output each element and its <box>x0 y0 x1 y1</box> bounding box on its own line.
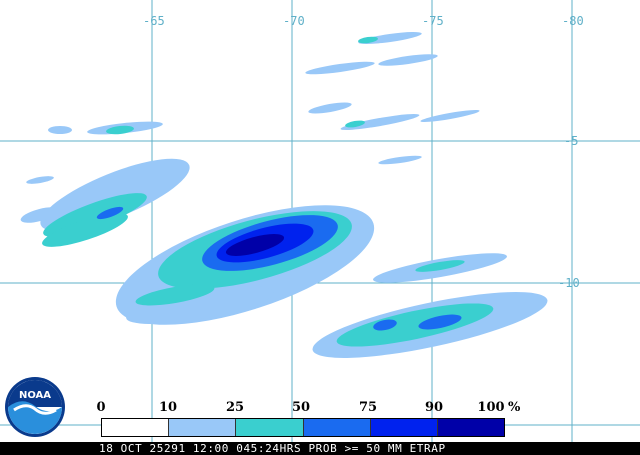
lon-label-70: -70 <box>283 14 305 28</box>
legend: 0 10 25 50 75 90 100 % <box>96 398 520 438</box>
footer-text: 18 OCT 25291 12:00 045:24HRS PROB >= 50 … <box>99 442 446 455</box>
legend-swatch-5 <box>437 419 505 436</box>
legend-swatch-4 <box>370 419 438 436</box>
contour-10 <box>378 155 422 165</box>
contour-25 <box>415 260 465 272</box>
lon-label-65: -65 <box>143 14 165 28</box>
contour-10 <box>48 126 72 134</box>
contour-10 <box>340 114 420 130</box>
status-footer: 18 OCT 25291 12:00 045:24HRS PROB >= 50 … <box>0 442 640 455</box>
precipitation-probability-map <box>0 0 640 442</box>
contour-50 <box>418 314 462 330</box>
legend-tick-10: 10 <box>158 400 178 415</box>
contour-10 <box>20 207 60 223</box>
contour-10 <box>126 286 274 324</box>
lat-label-5: -5 <box>564 134 579 148</box>
contour-25 <box>345 120 365 128</box>
contour-90 <box>225 234 285 256</box>
legend-swatch-0 <box>102 419 170 436</box>
contour-10 <box>305 61 375 75</box>
noaa-logo-icon: NOAA <box>5 377 65 437</box>
legend-tick-75: 75 <box>358 400 378 415</box>
contour-10 <box>308 102 352 114</box>
contour-25 <box>135 284 215 306</box>
legend-tick-90: 90 <box>424 400 444 415</box>
legend-swatch-2 <box>236 419 304 436</box>
logo-text: NOAA <box>19 390 51 401</box>
contour-10 <box>378 54 438 66</box>
contour-10 <box>420 110 480 122</box>
contour-25 <box>358 36 378 44</box>
legend-tick-0: 0 <box>96 400 106 415</box>
lon-label-75: -75 <box>422 14 444 28</box>
legend-color-bar <box>101 418 505 437</box>
legend-swatch-3 <box>303 419 371 436</box>
contour-25 <box>106 125 134 135</box>
legend-tick-100: 100 <box>477 400 505 415</box>
contour-25 <box>42 213 128 247</box>
legend-tick-50: 50 <box>291 400 311 415</box>
probability-contours <box>20 32 548 358</box>
legend-unit: % <box>508 400 521 415</box>
legend-swatch-1 <box>169 419 237 436</box>
contour-10 <box>26 176 54 184</box>
legend-tick-25: 25 <box>225 400 245 415</box>
contour-50 <box>373 319 397 331</box>
contour-25 <box>336 303 494 347</box>
contour-50 <box>96 206 124 220</box>
lon-label-80: -80 <box>562 14 584 28</box>
lat-label-10: -10 <box>558 276 580 290</box>
